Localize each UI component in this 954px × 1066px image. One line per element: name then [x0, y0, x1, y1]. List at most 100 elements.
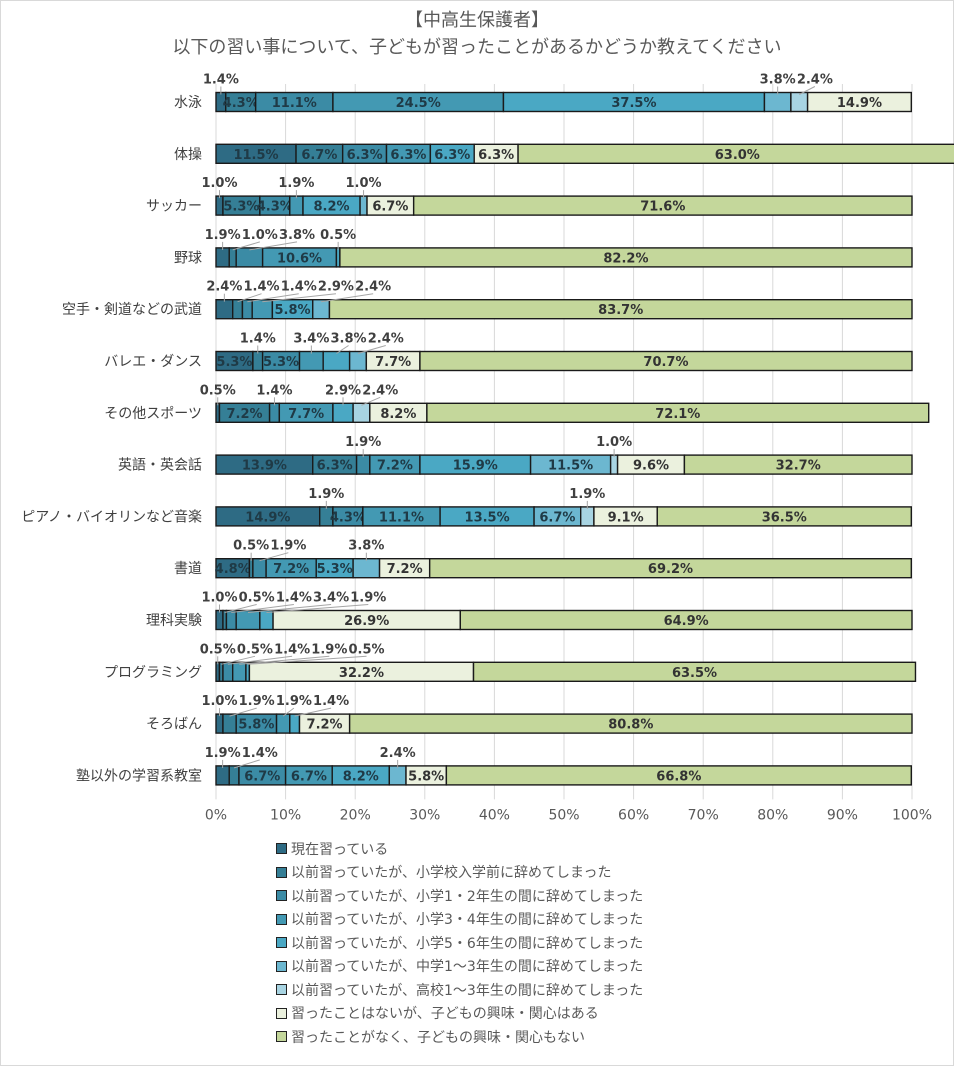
data-label: 9.1% — [608, 510, 644, 525]
bar-segment — [225, 609, 237, 631]
bar-segment — [241, 299, 253, 320]
leader-line — [799, 86, 816, 95]
x-tick-label: 10% — [270, 807, 301, 823]
data-label: 5.3% — [216, 355, 252, 370]
bar-segment — [388, 765, 407, 786]
legend-label: 以前習っていたが、小学1・2年生の間に辞めてしまった — [291, 888, 644, 905]
data-label: 69.2% — [648, 562, 693, 577]
data-label: 7.2% — [307, 718, 343, 733]
data-label: 3.4% — [293, 332, 329, 347]
bar-segment — [215, 195, 224, 216]
legend-item: 習ったことがなく、子どもの興味・関心もない — [276, 1025, 643, 1049]
leader-line — [266, 604, 369, 613]
data-label: 32.2% — [339, 666, 384, 681]
data-label: 0.5% — [200, 642, 236, 657]
bar-segment — [322, 350, 351, 372]
data-label: 1.9% — [270, 539, 306, 554]
data-label: 14.9% — [837, 96, 882, 111]
leader-line — [282, 707, 295, 717]
bar-segment — [259, 609, 274, 631]
category-label: 書道 — [174, 561, 202, 577]
bar-segment — [428, 558, 913, 579]
data-label: 5.8% — [408, 769, 444, 784]
data-label: 2.4% — [368, 332, 404, 347]
legend-item: 現在習っている — [276, 837, 643, 861]
data-label: 2.4% — [362, 383, 398, 398]
leader-line — [249, 241, 298, 251]
data-label: 5.3% — [263, 355, 299, 370]
data-label: 66.8% — [656, 769, 701, 784]
legend-label: 以前習っていたが、中学1～3年生の間に辞めてしまった — [291, 959, 644, 976]
bar-segment — [339, 247, 913, 268]
bar-segment — [348, 350, 368, 372]
category-label: 理科実験 — [146, 613, 202, 629]
data-label: 26.9% — [344, 614, 389, 629]
category-label: 空手・剣道などの武道 — [62, 302, 202, 318]
leader-line — [237, 293, 262, 303]
category-label: 英語・英会話 — [118, 457, 202, 474]
bar-segment — [289, 713, 301, 734]
legend-item: 以前習っていたが、高校1～3年生の間に辞めてしまった — [276, 978, 643, 1002]
legend-swatch — [276, 960, 287, 972]
leader-line — [361, 396, 381, 406]
data-label: 13.9% — [242, 459, 287, 474]
data-label: 4.3% — [330, 510, 366, 525]
legend-item: 習ったことはないが、子どもの興味・関心はある — [276, 1002, 643, 1026]
data-label: 10.6% — [277, 251, 322, 266]
category-label: 野球 — [174, 250, 202, 266]
data-label: 6.7% — [301, 148, 337, 163]
data-label: 70.7% — [643, 355, 688, 370]
legend-item: 以前習っていたが、小学3・4年生の間に辞めてしまった — [276, 908, 643, 932]
legend-swatch — [276, 1007, 287, 1019]
category-label: 体操 — [174, 147, 202, 163]
data-label: 0.5% — [237, 642, 273, 657]
data-label: 11.5% — [548, 459, 593, 474]
bar-segment — [806, 91, 913, 113]
data-label: 13.5% — [465, 510, 510, 525]
data-label: 9.6% — [633, 459, 669, 474]
legend-swatch — [276, 890, 287, 902]
legend-label: 習ったことがなく、子どもの興味・関心もない — [291, 1029, 585, 1046]
data-label: 5.3% — [223, 200, 259, 215]
legend-label: 以前習っていたが、高校1～3年生の間に辞めてしまった — [291, 982, 644, 999]
data-label: 82.2% — [603, 251, 648, 266]
data-label: 1.9% — [278, 176, 314, 191]
category-label: サッカー — [146, 199, 202, 215]
legend-swatch — [276, 1031, 287, 1043]
bar-segment — [298, 350, 324, 372]
data-label: 63.5% — [672, 666, 717, 681]
legend-swatch — [276, 866, 287, 878]
data-label: 83.7% — [598, 303, 643, 318]
data-label: 24.5% — [396, 96, 441, 111]
data-label: 7.2% — [377, 459, 413, 474]
bar-segment — [215, 247, 230, 268]
data-label: 4.3% — [223, 96, 259, 111]
data-label: 3.8% — [348, 539, 384, 554]
data-label: 7.2% — [387, 562, 423, 577]
leader-line — [239, 655, 330, 665]
bar-segment — [763, 91, 792, 113]
bar-segment — [412, 195, 913, 216]
x-tick-label: 60% — [618, 807, 649, 823]
x-tick-label: 50% — [548, 807, 579, 823]
data-label: 6.3% — [478, 148, 514, 163]
data-label: 1.9% — [239, 694, 275, 709]
data-label: 7.2% — [227, 407, 263, 422]
legend: 現在習っている 以前習っていたが、小学校入学前に辞めてしまった 以前習っていたが、小… — [276, 837, 643, 1049]
bar-segment — [232, 661, 247, 682]
bar-segment — [232, 299, 244, 320]
bar-segment — [228, 765, 240, 786]
x-tick-label: 100% — [892, 807, 932, 823]
data-label: 5.3% — [317, 562, 353, 577]
bar-segment — [355, 454, 371, 475]
data-label: 8.2% — [343, 769, 379, 784]
data-label: 2.4% — [380, 746, 416, 761]
bar-segment — [228, 247, 237, 268]
category-label: バレエ・ダンス — [104, 354, 202, 370]
data-label: 3.4% — [313, 591, 349, 606]
bar-segment — [790, 91, 809, 113]
bar-segment — [215, 299, 234, 320]
data-label: 7.7% — [375, 355, 411, 370]
bar-segment — [215, 765, 230, 786]
